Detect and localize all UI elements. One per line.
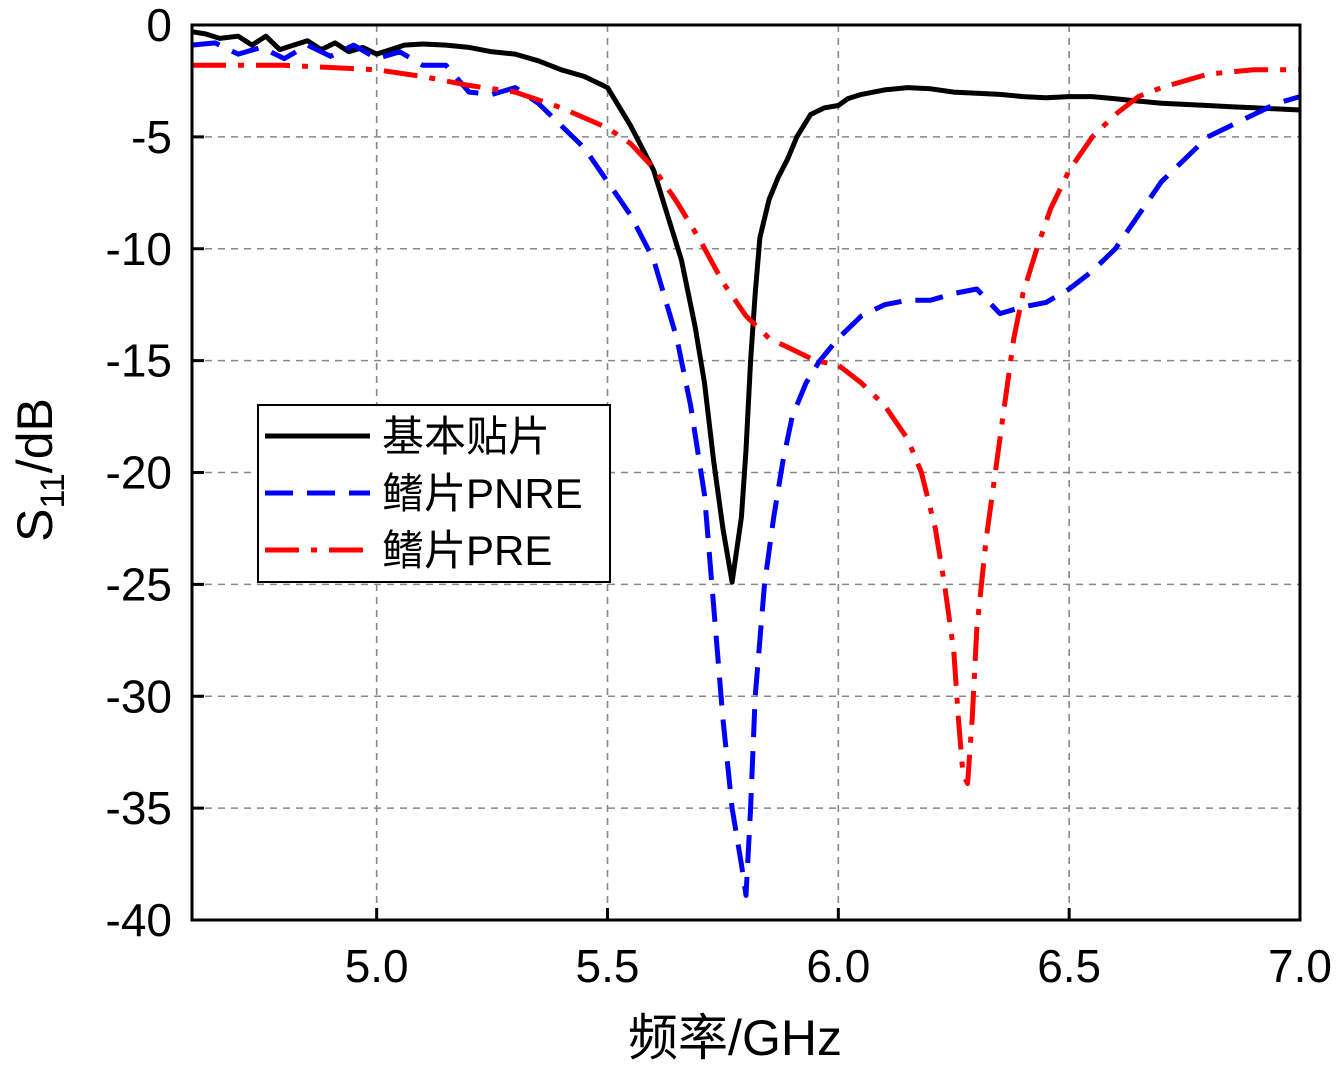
- series-line-fin-pnre: [191, 40, 1301, 898]
- y-tick-label: -20: [106, 447, 172, 499]
- y-tick-label: -10: [106, 223, 172, 275]
- x-tick-label: 6.5: [1037, 940, 1101, 992]
- legend-label-fin-pnre: 鳍片PNRE: [382, 470, 583, 517]
- y-tick-label: -25: [106, 558, 172, 610]
- y-tick-label: -5: [131, 111, 172, 163]
- x-tick-label: 5.0: [345, 940, 409, 992]
- y-axis-title-suffix: /dB: [7, 398, 63, 473]
- legend-label-basic-patch: 基本贴片: [382, 413, 550, 460]
- ticks: 5.0 5.5 6.0 6.5 7.0 0 -5 -10 -15 -20 -25 -30 -35 -40: [106, 0, 1332, 992]
- y-axis-title: S11/dB: [7, 398, 72, 542]
- y-tick-label: -35: [106, 782, 172, 834]
- y-tick-label: -30: [106, 670, 172, 722]
- legend-label-fin-pre: 鳍片PRE: [382, 527, 552, 574]
- y-axis-title-main: S: [7, 509, 63, 542]
- series-line-basic-patch: [191, 29, 1301, 585]
- series-layer: [191, 29, 1301, 898]
- x-tick-label: 6.0: [806, 940, 870, 992]
- y-tick-label: -15: [106, 335, 172, 387]
- y-tick-label: -40: [106, 894, 172, 946]
- series-line-fin-pre: [192, 62, 1300, 786]
- y-axis-title-sub: 11: [34, 473, 72, 508]
- x-axis-title: 频率/GHz: [628, 1010, 842, 1066]
- x-tick-label: 7.0: [1268, 940, 1332, 992]
- x-tick-label: 5.5: [576, 940, 640, 992]
- legend: 基本贴片 鳍片PNRE 鳍片PRE: [257, 404, 611, 583]
- y-tick-label: 0: [146, 0, 172, 51]
